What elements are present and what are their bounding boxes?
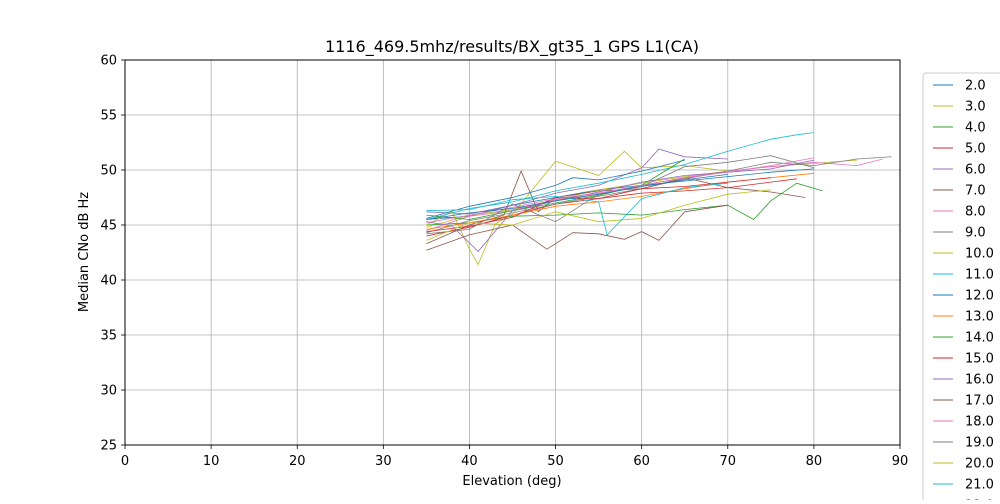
legend-label: 8.0 [965, 205, 986, 220]
y-tick-label: 30 [100, 384, 117, 399]
legend-label: 14.0 [965, 331, 994, 346]
legend-label: 21.0 [965, 478, 994, 493]
series-line-10-0 [426, 150, 728, 266]
y-axis-ticks: 25 30 35 40 45 50 55 60 [100, 54, 125, 454]
series-line-9-0 [426, 156, 892, 234]
legend-label: 13.0 [965, 310, 994, 325]
series-line-18-0 [426, 157, 814, 224]
x-tick-label: 10 [203, 454, 220, 469]
series-line-16-0 [426, 159, 814, 252]
legend-label: 9.0 [965, 226, 986, 241]
y-axis-label: Median CNo dB Hz [77, 192, 92, 312]
series-line-5-0 [426, 178, 797, 237]
series-line-19-0 [426, 155, 815, 235]
y-tick-label: 60 [100, 54, 117, 69]
plot-area-frame [124, 59, 901, 446]
legend: 2.0 3.0 4.0 5.0 6.0 7.0 8.0 9.0 10.0 11.0 12.0 13.0… [922, 72, 1000, 504]
x-axis-label: Elevation (deg) [462, 474, 561, 489]
x-tick-label: 70 [720, 454, 737, 469]
legend-label: 7.0 [965, 184, 986, 199]
legend-label: 5.0 [965, 142, 986, 157]
legend-label: 11.0 [965, 268, 994, 283]
x-tick-label: 20 [289, 454, 306, 469]
x-tick-label: 0 [121, 454, 129, 469]
series-line-21-0 [426, 182, 728, 236]
grid [124, 59, 901, 446]
legend-label: 12.0 [965, 289, 994, 304]
legend-label: 19.0 [965, 436, 994, 451]
y-tick-label: 35 [100, 329, 117, 344]
x-tick-label: 50 [547, 454, 564, 469]
legend-frame [922, 72, 1000, 504]
legend-label: 6.0 [965, 163, 986, 178]
legend-label: 18.0 [965, 415, 994, 430]
series-group [426, 132, 892, 266]
x-tick-label: 80 [806, 454, 823, 469]
series-line-11-0 [426, 132, 814, 220]
legend-label: 3.0 [965, 100, 986, 115]
x-axis-ticks: 0 10 20 30 40 50 60 70 80 90 [121, 445, 908, 469]
x-tick-label: 60 [633, 454, 650, 469]
legend-label: 2.0 [965, 79, 986, 94]
y-tick-label: 25 [100, 439, 117, 454]
legend-label: 20.0 [965, 457, 994, 472]
y-tick-label: 50 [100, 164, 117, 179]
series-line-20-0 [426, 189, 771, 241]
series-line-22-0 [426, 174, 728, 220]
x-tick-label: 40 [461, 454, 478, 469]
legend-label: 15.0 [965, 352, 994, 367]
legend-label: 16.0 [965, 373, 994, 388]
legend-label: 10.0 [965, 247, 994, 262]
legend-label: 4.0 [965, 121, 986, 136]
y-tick-label: 40 [100, 274, 117, 289]
series-line-12-0 [426, 159, 685, 219]
y-tick-label: 55 [100, 109, 117, 124]
x-tick-label: 90 [892, 454, 909, 469]
legend-label: 17.0 [965, 394, 994, 409]
series-line-7-0 [426, 170, 806, 245]
y-tick-label: 45 [100, 219, 117, 234]
chart-title: 1116_469.5mhz/results/BX_gt35_1 GPS L1(C… [325, 37, 699, 57]
x-tick-label: 30 [375, 454, 392, 469]
series-line-17-0 [426, 204, 728, 251]
